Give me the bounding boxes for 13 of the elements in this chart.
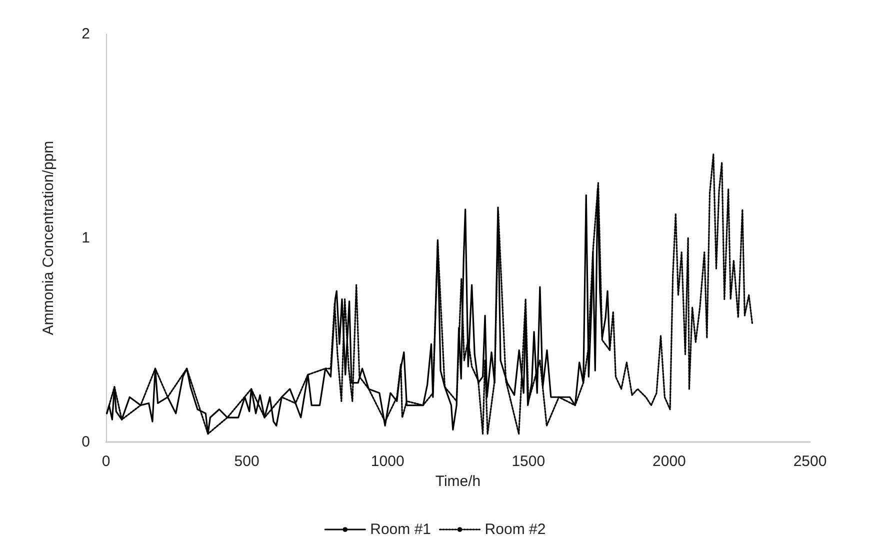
x-tick-label: 500 [234, 453, 260, 470]
legend-label: Room #2 [484, 521, 546, 538]
y-tick-label: 0 [82, 434, 90, 450]
y-tick-label: 2 [82, 26, 90, 42]
y-tick-label: 1 [82, 230, 90, 246]
x-tick-label: 1000 [370, 453, 404, 470]
x-tick-label: 1500 [512, 453, 546, 470]
x-tick-label: 2000 [652, 453, 686, 470]
x-axis-title: Time/h [435, 473, 481, 490]
legend-label: Room #1 [370, 521, 432, 538]
x-tick-label: 2500 [793, 453, 827, 470]
y-axis-title: Ammonia Concentration/ppm [40, 140, 57, 336]
x-tick-label: 0 [102, 453, 110, 470]
